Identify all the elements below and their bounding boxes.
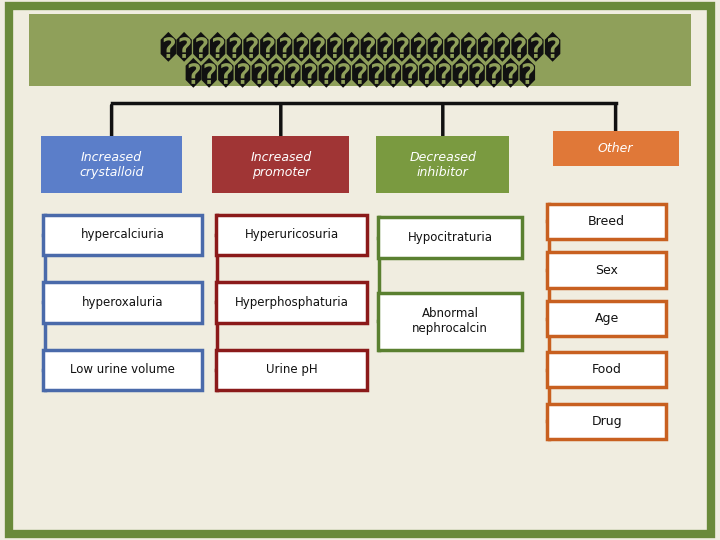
FancyBboxPatch shape: [547, 301, 666, 336]
Text: Abnormal
nephrocalcin: Abnormal nephrocalcin: [412, 307, 488, 335]
FancyBboxPatch shape: [216, 215, 367, 255]
FancyBboxPatch shape: [547, 204, 666, 239]
FancyBboxPatch shape: [547, 353, 666, 388]
FancyBboxPatch shape: [43, 350, 202, 390]
FancyBboxPatch shape: [216, 350, 367, 390]
FancyBboxPatch shape: [29, 14, 691, 86]
Text: Food: Food: [592, 363, 621, 376]
FancyBboxPatch shape: [376, 137, 510, 193]
FancyBboxPatch shape: [43, 215, 202, 255]
Text: ���������������������: ���������������������: [184, 59, 536, 90]
Text: Drug: Drug: [591, 415, 622, 428]
FancyBboxPatch shape: [42, 137, 181, 193]
FancyBboxPatch shape: [553, 131, 678, 166]
Text: Hypocitraturia: Hypocitraturia: [408, 231, 492, 244]
Text: Age: Age: [595, 312, 618, 325]
FancyBboxPatch shape: [212, 137, 349, 193]
FancyBboxPatch shape: [378, 293, 522, 350]
Text: hypercalciuria: hypercalciuria: [81, 228, 164, 241]
Text: Hyperuricosuria: Hyperuricosuria: [245, 228, 338, 241]
Text: Sex: Sex: [595, 264, 618, 276]
FancyBboxPatch shape: [547, 404, 666, 438]
Text: Low urine volume: Low urine volume: [70, 363, 175, 376]
Text: Breed: Breed: [588, 215, 625, 228]
Text: Urine pH: Urine pH: [266, 363, 318, 376]
Text: ������������������������: ������������������������: [159, 33, 561, 64]
Text: Decreased
inhibitor: Decreased inhibitor: [410, 151, 476, 179]
Text: Increased
promoter: Increased promoter: [251, 151, 311, 179]
FancyBboxPatch shape: [547, 252, 666, 287]
Text: Hyperphosphaturia: Hyperphosphaturia: [235, 296, 348, 309]
FancyBboxPatch shape: [43, 282, 202, 322]
Text: Other: Other: [598, 142, 634, 155]
FancyBboxPatch shape: [378, 217, 522, 258]
Text: Increased
crystalloid: Increased crystalloid: [79, 151, 144, 179]
FancyBboxPatch shape: [216, 282, 367, 322]
Text: hyperoxaluria: hyperoxaluria: [81, 296, 163, 309]
FancyBboxPatch shape: [9, 6, 711, 534]
